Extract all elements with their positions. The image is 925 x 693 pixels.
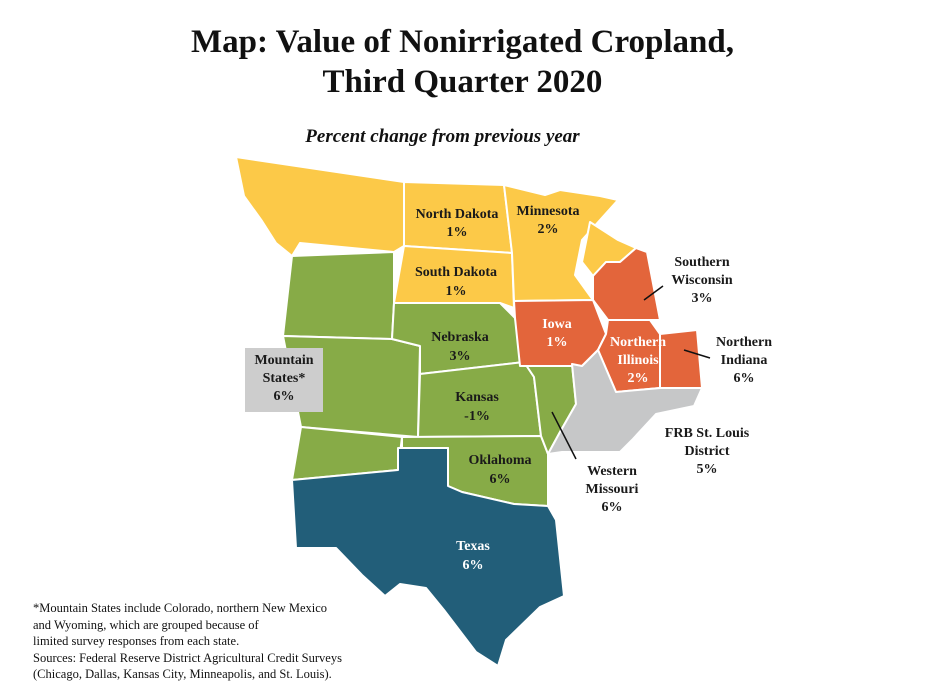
leader-line-southern-wisconsin xyxy=(643,285,664,301)
title-line-1: Map: Value of Nonirrigated Cropland, xyxy=(190,24,735,60)
label-northern-illinois-line1: Northern xyxy=(610,335,666,350)
label-northern-illinois-value: 2% xyxy=(628,371,649,386)
mountain-states-value: 6% xyxy=(273,389,295,404)
label-kansas-name: Kansas xyxy=(455,390,499,405)
label-north-dakota-name: North Dakota xyxy=(416,207,499,222)
footnote-line-2: and Wyoming, which are grouped because o… xyxy=(33,617,259,632)
region-south-dakota xyxy=(393,245,515,309)
region-southern-wisconsin xyxy=(592,247,661,321)
footnote-line-5: (Chicago, Dallas, Kansas City, Minneapol… xyxy=(33,667,332,681)
map-subtitle: Percent change from previous year xyxy=(305,126,580,147)
mountain-states-label-box: Mountain States* 6% xyxy=(245,348,323,412)
region-minnesota xyxy=(503,184,619,302)
label-south-dakota-value: 1% xyxy=(446,284,467,299)
label-kansas-value: -1% xyxy=(464,409,490,424)
footnote: *Mountain States include Colorado, north… xyxy=(33,600,373,683)
label-texas-name: Texas xyxy=(456,539,490,554)
label-minnesota-name: Minnesota xyxy=(517,204,580,219)
label-frb-st-louis-line2: District xyxy=(684,444,729,459)
label-northern-indiana-line2: Indiana xyxy=(721,353,768,368)
label-minnesota-value: 2% xyxy=(538,222,559,237)
region-wyoming xyxy=(282,251,395,340)
label-iowa-value: 1% xyxy=(547,335,568,350)
label-iowa-name: Iowa xyxy=(542,317,572,332)
title-line-2: Third Quarter 2020 xyxy=(322,64,603,100)
page-title: Map: Value of Nonirrigated Cropland, Thi… xyxy=(0,22,925,102)
label-western-missouri-value: 6% xyxy=(602,500,623,515)
region-montana xyxy=(235,156,405,257)
leader-line-western-missouri xyxy=(551,411,577,460)
footnote-line-1: *Mountain States include Colorado, north… xyxy=(33,601,328,615)
mountain-states-line1: Mountain xyxy=(254,353,314,368)
region-northern-indiana xyxy=(659,329,703,391)
label-north-dakota-value: 1% xyxy=(447,225,468,240)
label-southern-wisconsin-value: 3% xyxy=(692,291,713,306)
footnote-line-3: limited survey responses from each state… xyxy=(33,634,240,648)
label-oklahoma-name: Oklahoma xyxy=(468,453,531,468)
leader-line-northern-indiana xyxy=(683,349,711,359)
footnote-line-4: Sources: Federal Reserve District Agricu… xyxy=(33,650,342,665)
label-western-missouri-line2: Missouri xyxy=(586,482,639,497)
label-northern-indiana-value: 6% xyxy=(734,371,755,386)
label-northern-indiana-line1: Northern xyxy=(716,335,772,350)
label-nebraska-value: 3% xyxy=(450,349,471,364)
label-nebraska-name: Nebraska xyxy=(431,330,489,345)
region-texas xyxy=(291,447,565,667)
label-southern-wisconsin-line2: Wisconsin xyxy=(671,273,732,288)
label-texas-value: 6% xyxy=(463,558,484,573)
label-southern-wisconsin-line1: Southern xyxy=(674,255,729,270)
label-western-missouri-line1: Western xyxy=(587,464,637,479)
label-oklahoma-value: 6% xyxy=(490,472,511,487)
region-frb-st-louis xyxy=(547,349,703,455)
label-northern-illinois-line2: Illinois xyxy=(617,353,659,368)
label-frb-st-louis-line1: FRB St. Louis xyxy=(665,426,750,441)
label-frb-st-louis-value: 5% xyxy=(697,462,718,477)
mountain-states-line2: States* xyxy=(262,371,306,386)
label-south-dakota-name: South Dakota xyxy=(415,265,497,280)
